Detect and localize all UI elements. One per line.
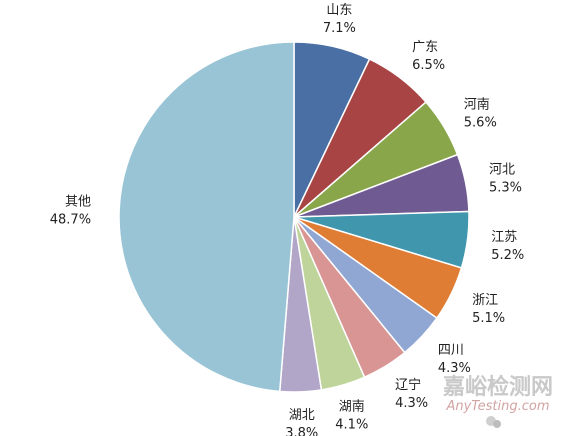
slice-value-label: 4.3%: [395, 396, 428, 411]
slice-value-label: 4.1%: [335, 418, 368, 433]
slice-value-label: 48.7%: [50, 212, 91, 227]
slice-label: 河北: [489, 163, 515, 178]
slice-value-label: 5.6%: [464, 116, 497, 131]
slice-labels: 山东 7.1% 广东 6.5% 河南 5.6% 河北 5.3% 江苏 5.2% 浙江 5.1% 四川 4.…: [50, 3, 524, 436]
slice-label: 其他: [65, 194, 91, 209]
slice-label: 浙江: [472, 293, 498, 308]
slice-label: 河南: [464, 97, 490, 113]
slice-value-label: 7.1%: [323, 21, 356, 36]
slice-label: 湖北: [289, 408, 315, 423]
watermark-url: AnyTesting.com: [445, 399, 549, 414]
slice-value-label: 5.1%: [472, 311, 505, 326]
pie-slices: [118, 41, 470, 393]
wechat-icon: [486, 416, 501, 428]
slice-label: 山东: [326, 3, 352, 18]
slice-label: 广东: [412, 40, 438, 55]
slice-value-label: 5.3%: [489, 181, 522, 196]
pie-slice: [118, 41, 295, 393]
watermark-account: 计量测控: [508, 415, 556, 429]
slice-label: 四川: [438, 343, 464, 358]
slice-label: 辽宁: [395, 377, 421, 393]
slice-value-label: 6.5%: [412, 58, 445, 73]
slice-label: 湖南: [339, 399, 365, 415]
slice-value-label: 5.2%: [491, 248, 524, 263]
watermark: 嘉峪检测网 AnyTesting.com 计量测控: [443, 374, 556, 429]
slice-label: 江苏: [491, 229, 517, 245]
slice-value-label: 3.8%: [285, 426, 318, 436]
slice-value-label: 4.3%: [438, 361, 471, 376]
watermark-site: 嘉峪检测网: [443, 374, 553, 400]
